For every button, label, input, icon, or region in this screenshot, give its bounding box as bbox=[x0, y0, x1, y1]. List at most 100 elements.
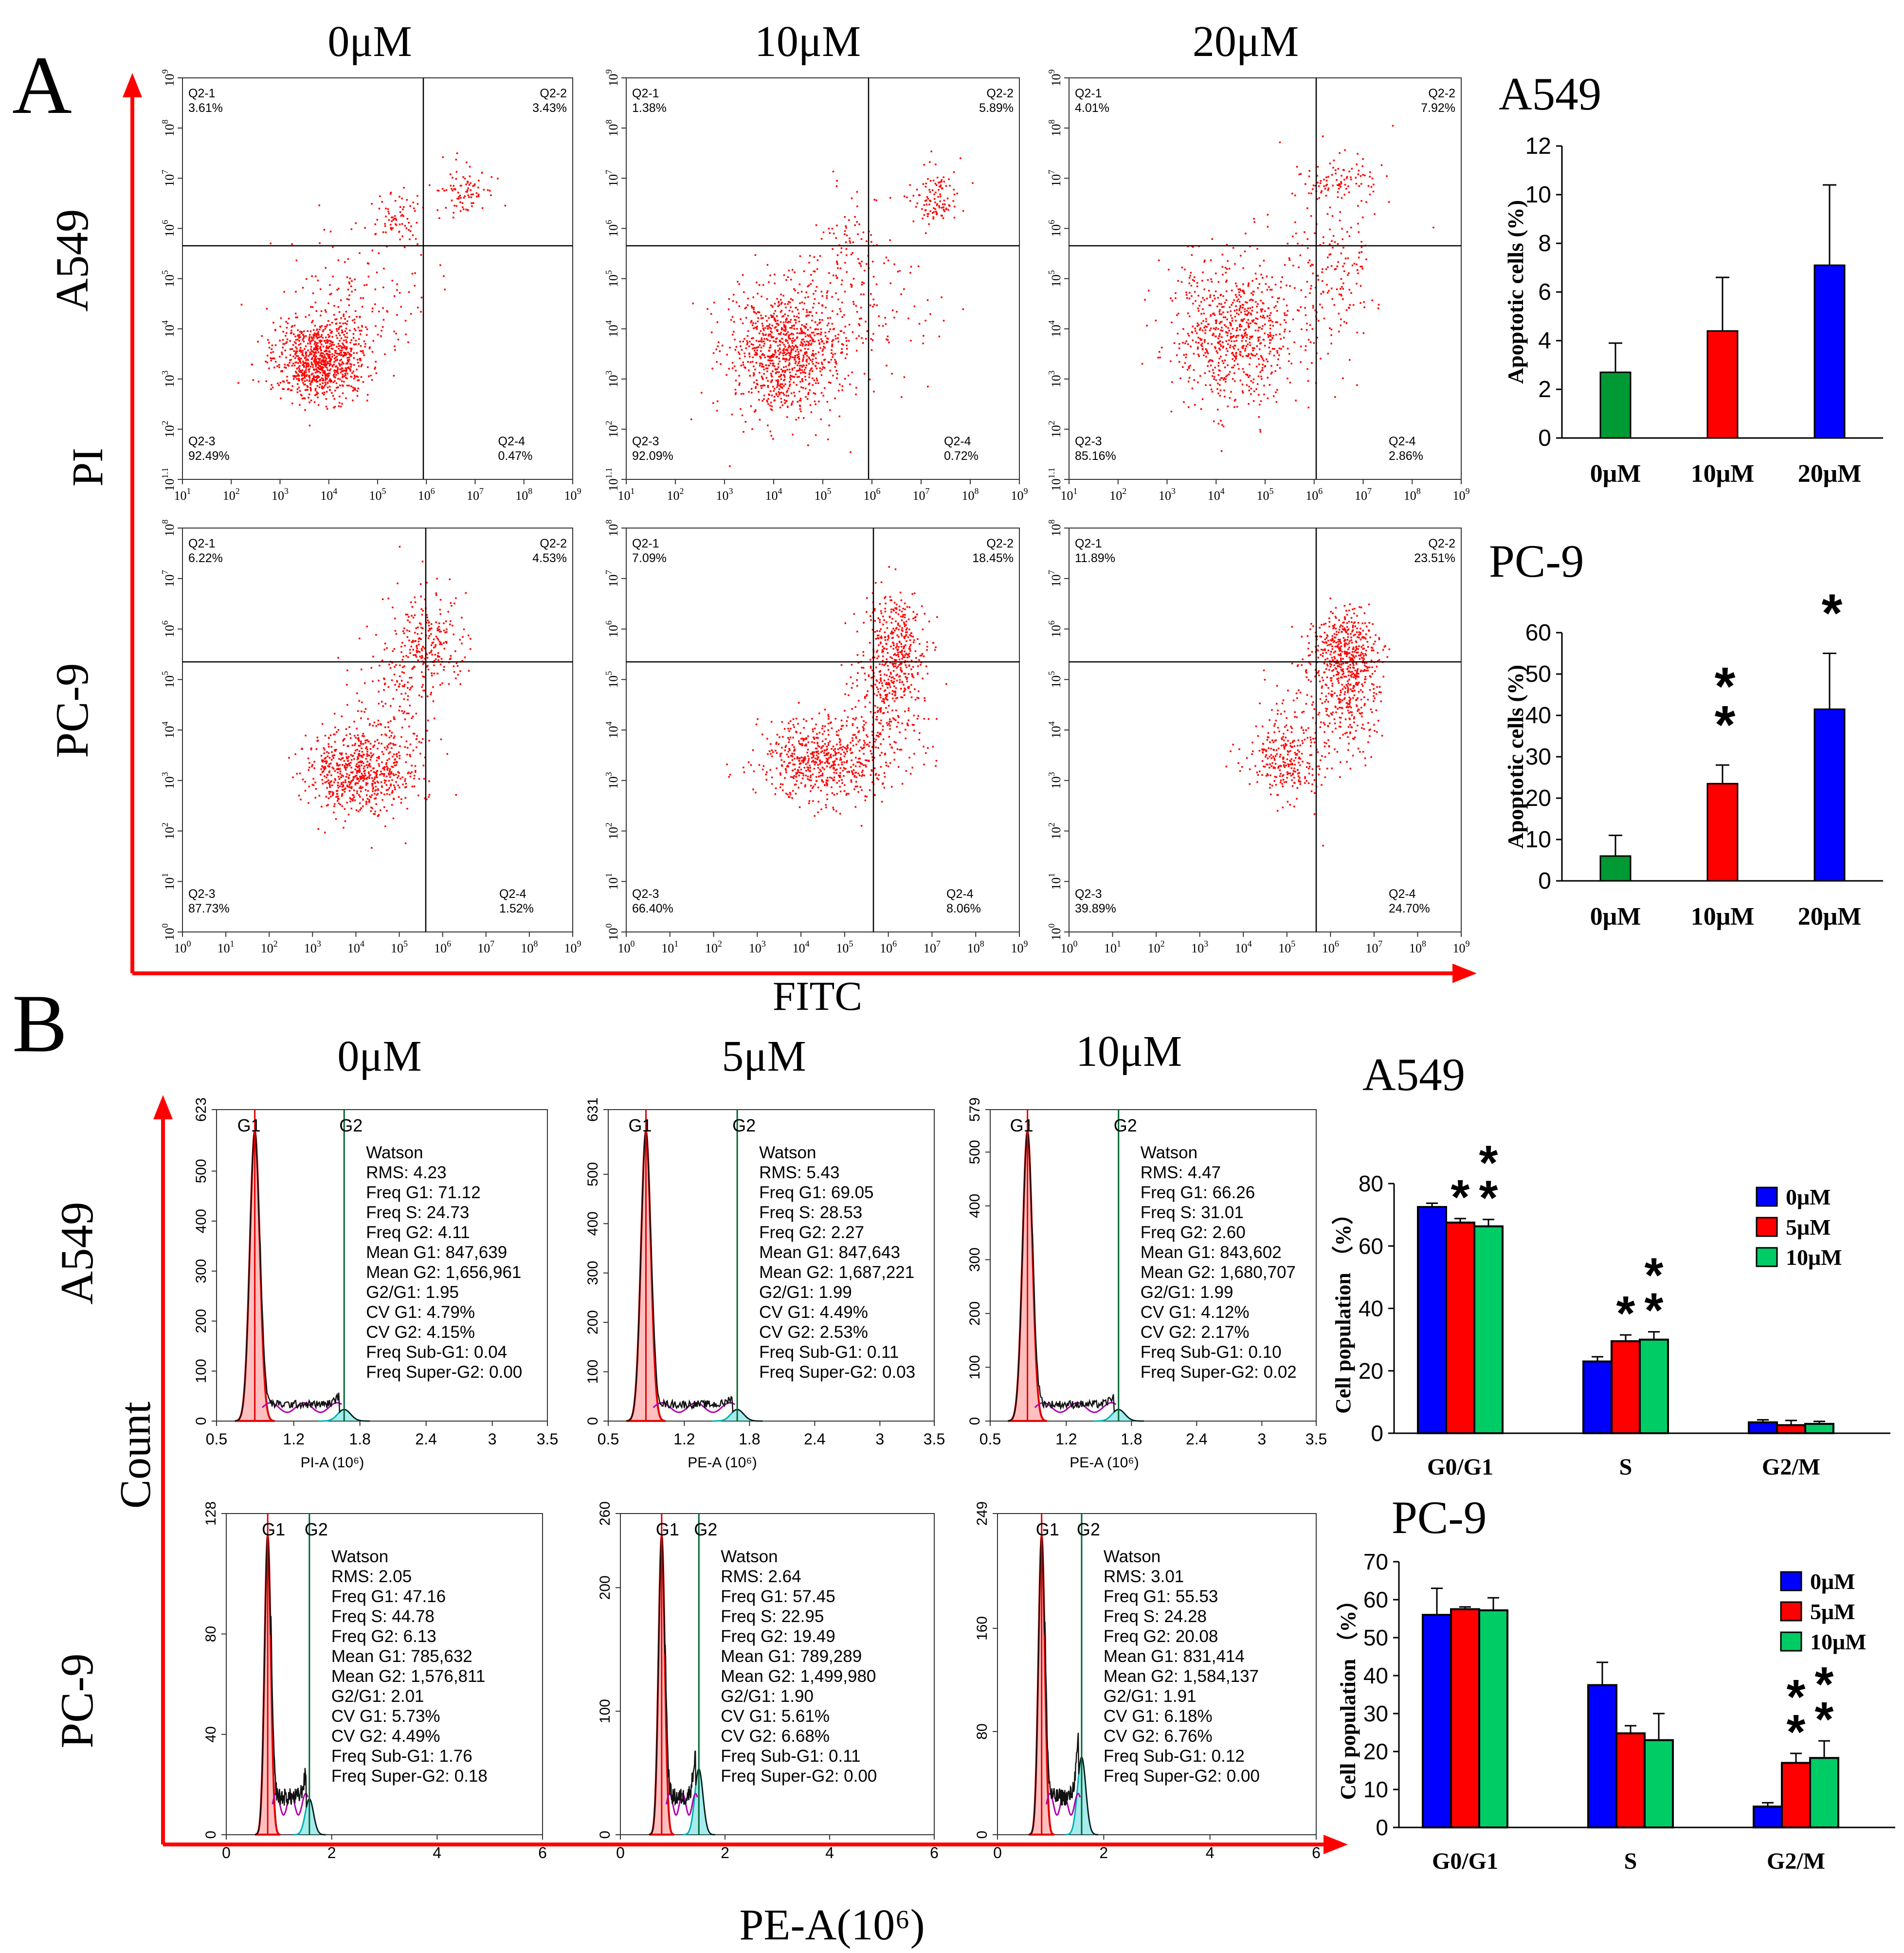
scatter-dot bbox=[861, 789, 863, 791]
scatter-dot bbox=[426, 614, 428, 616]
scatter-dot bbox=[490, 176, 492, 178]
scatter-dot bbox=[814, 329, 816, 330]
scatter-dot bbox=[776, 323, 778, 325]
scatter-dot bbox=[393, 330, 395, 332]
scatter-dot bbox=[400, 693, 402, 695]
scatter-dot bbox=[1197, 310, 1200, 312]
scatter-dot bbox=[784, 313, 786, 315]
scatter-dot bbox=[334, 803, 336, 805]
scatter-dot bbox=[404, 778, 406, 780]
scatter-dot bbox=[790, 346, 792, 348]
scatter-dot bbox=[788, 334, 790, 336]
scatter-dot bbox=[366, 798, 369, 800]
scatter-dot bbox=[778, 357, 780, 360]
scatter-dot bbox=[806, 352, 808, 354]
scatter-dot bbox=[794, 768, 796, 770]
scatter-dot bbox=[1183, 401, 1185, 403]
scatter-dot bbox=[352, 390, 354, 392]
scatter-dot bbox=[929, 161, 931, 163]
scatter-dot bbox=[779, 375, 781, 377]
scatter-dot bbox=[783, 380, 785, 382]
scatter-dot bbox=[391, 766, 393, 767]
scatter-dot bbox=[1218, 313, 1221, 315]
scatter-dot bbox=[349, 363, 351, 365]
scatter-dot bbox=[1240, 296, 1242, 298]
scatter-dot bbox=[1229, 306, 1231, 309]
scatter-dot bbox=[1244, 310, 1246, 312]
scatter-dot bbox=[470, 189, 471, 191]
scatter-dot bbox=[344, 820, 346, 822]
scatter-dot bbox=[852, 764, 854, 766]
scatter-dot bbox=[796, 354, 798, 356]
scatter-dot bbox=[330, 780, 332, 782]
scatter-dot bbox=[298, 380, 300, 382]
scatter-dot bbox=[353, 752, 356, 754]
scatter-dot bbox=[419, 656, 421, 657]
scatter-dot bbox=[291, 402, 293, 404]
scatter-dot bbox=[302, 377, 304, 380]
scatter-dot bbox=[798, 400, 801, 402]
scatter-dot bbox=[1188, 365, 1190, 368]
scatter-dot bbox=[770, 335, 772, 337]
scatter-dot bbox=[1312, 307, 1314, 309]
scatter-dot bbox=[1292, 236, 1294, 237]
scatter-dot bbox=[783, 352, 786, 354]
scatter-dot bbox=[870, 293, 872, 295]
scatter-dot bbox=[839, 790, 842, 792]
scatter-dot bbox=[803, 417, 805, 419]
scatter-dot bbox=[1371, 178, 1374, 180]
scatter-dot bbox=[424, 797, 426, 800]
scatter-dot bbox=[356, 728, 358, 730]
scatter-dot bbox=[766, 401, 768, 403]
scatter-dot bbox=[799, 302, 801, 304]
scatter-dot bbox=[1243, 345, 1245, 347]
scatter-dot bbox=[295, 350, 297, 352]
scatter-dot bbox=[350, 780, 352, 783]
scatter-dot bbox=[786, 391, 788, 393]
scatter-dot bbox=[819, 321, 821, 324]
scatter-dot bbox=[392, 755, 394, 758]
scatter-dot bbox=[363, 777, 365, 779]
scatter-dot bbox=[1179, 377, 1181, 379]
scatter-dot bbox=[399, 196, 400, 198]
scatter-dot bbox=[403, 627, 405, 629]
scatter-dot bbox=[766, 320, 768, 322]
scatter-dot bbox=[434, 646, 436, 648]
scatter-dot bbox=[1237, 288, 1239, 291]
scatter-dot bbox=[1246, 374, 1249, 376]
scatter-dot bbox=[778, 333, 780, 335]
x-tick-label: 103 bbox=[1159, 486, 1176, 503]
scatter-dot bbox=[1218, 347, 1220, 349]
scatter-dot bbox=[767, 380, 769, 382]
scatter-dot bbox=[752, 337, 754, 339]
scatter-dot bbox=[272, 322, 274, 324]
scatter-dot bbox=[779, 340, 781, 343]
scatter-dot bbox=[411, 685, 413, 688]
scatter-dot bbox=[440, 738, 442, 740]
scatter-dot bbox=[387, 726, 389, 728]
scatter-dot bbox=[801, 291, 803, 293]
scatter-dot bbox=[1223, 389, 1225, 391]
scatter-dot bbox=[785, 329, 787, 331]
scatter-dot bbox=[467, 187, 469, 189]
scatter-dot bbox=[336, 768, 338, 770]
scatter-dot bbox=[427, 665, 429, 667]
scatter-dot bbox=[1324, 188, 1326, 190]
scatter-dot bbox=[751, 428, 753, 430]
scatter-dot bbox=[821, 295, 823, 297]
scatter-dot bbox=[426, 730, 428, 732]
scatter-dot bbox=[802, 358, 804, 360]
scatter-dot bbox=[747, 761, 750, 763]
scatter-dot bbox=[828, 762, 830, 765]
scatter-dot bbox=[1360, 266, 1361, 268]
scatter-dot bbox=[333, 314, 335, 316]
scatter-dot bbox=[301, 379, 303, 382]
ticks: 101 102 103 104 105 106 107 108 109101.110210310… bbox=[604, 70, 1028, 503]
scatter-dot bbox=[347, 785, 349, 788]
scatter-dot bbox=[1258, 363, 1260, 365]
scatter-dot bbox=[756, 349, 758, 351]
scatter-dot bbox=[881, 801, 883, 803]
scatter-dot bbox=[779, 406, 781, 409]
scatter-dot bbox=[805, 344, 807, 346]
scatter-dot bbox=[426, 616, 428, 619]
